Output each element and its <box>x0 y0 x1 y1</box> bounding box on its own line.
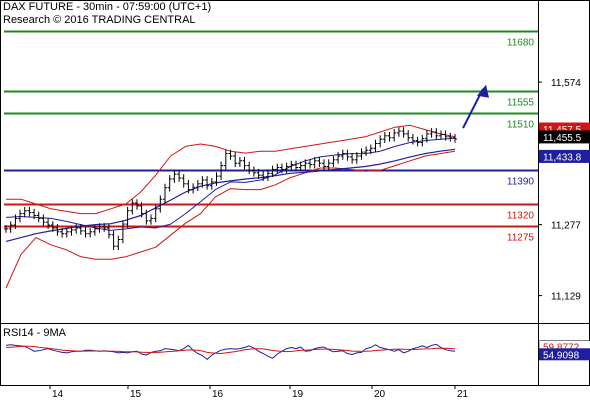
chart-title: DAX FUTURE - 30min - 07:59:00 (UTC+1) <box>3 1 212 13</box>
level-label-11510: 11510 <box>507 120 535 131</box>
rsi-series-9MA <box>5 345 456 354</box>
price-panel: 11680 11555 11510 11390 11320 11275 <box>4 30 538 289</box>
x-tick-label-21: 21 <box>457 389 469 400</box>
x-tick-label-20: 20 <box>374 389 386 400</box>
level-label-11275: 11275 <box>507 233 535 244</box>
level-label-11680: 11680 <box>507 38 535 49</box>
level-label-11320: 11320 <box>507 211 535 222</box>
moving-average-slow <box>5 148 456 242</box>
x-tick-label-14: 14 <box>52 389 64 400</box>
price-tag-11,433.8: 11,433.8 <box>543 152 582 163</box>
rsi-title: RSI14 - 9MA <box>3 327 66 339</box>
price-tick-label: 11,277 <box>551 221 581 232</box>
rsi-tag-bg <box>539 348 590 361</box>
chart-frame <box>0 0 590 386</box>
chart-subtitle: Research © 2016 TRADING CENTRAL <box>3 14 196 26</box>
x-tick-label-15: 15 <box>130 389 142 400</box>
price-tag-bg <box>539 130 590 144</box>
rsi-tag-54.9098: 54.9098 <box>543 350 580 361</box>
price-tag-11,455.5: 11,455.5 <box>543 133 582 144</box>
rsi-tag-59.8772: 59.8772 <box>543 343 580 354</box>
x-tick-label-16: 16 <box>212 389 224 400</box>
level-label-11390: 11390 <box>507 177 535 188</box>
level-label-11555: 11555 <box>507 98 535 109</box>
forecast-arrow-head <box>477 84 489 98</box>
axis-layer: 11,57411,27711,12911,457.511,455.511,433… <box>49 78 590 400</box>
bollinger-lower <box>5 150 456 289</box>
price-tick-label: 11,129 <box>551 292 581 303</box>
price-tick-label: 11,574 <box>551 78 581 89</box>
rsi-panel <box>5 343 456 360</box>
x-tick-label-19: 19 <box>292 389 304 400</box>
price-tag-bg <box>539 149 590 163</box>
bollinger-upper <box>6 124 456 215</box>
frame-layer <box>0 0 590 386</box>
